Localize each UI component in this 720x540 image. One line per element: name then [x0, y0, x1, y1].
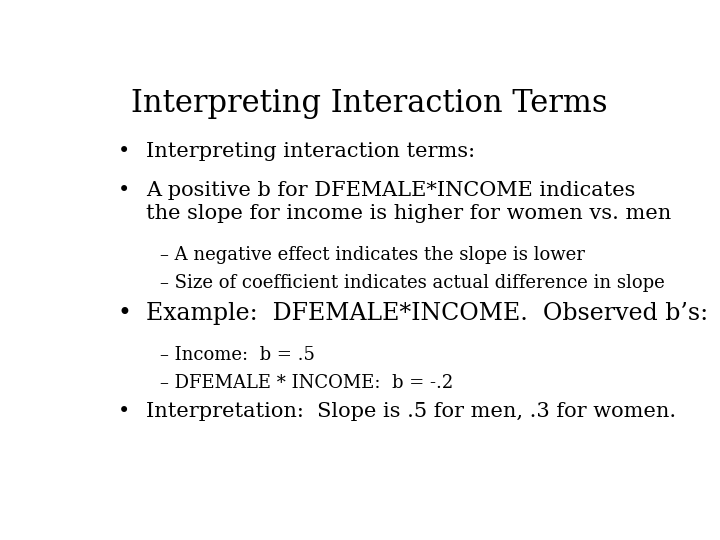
Text: •: •: [118, 181, 130, 200]
Text: – Size of coefficient indicates actual difference in slope: – Size of coefficient indicates actual d…: [160, 274, 665, 292]
Text: – A negative effect indicates the slope is lower: – A negative effect indicates the slope …: [160, 246, 585, 264]
Text: Interpreting interaction terms:: Interpreting interaction terms:: [145, 141, 475, 161]
Text: •: •: [118, 402, 130, 421]
Text: Example:  DFEMALE*INCOME.  Observed b’s:: Example: DFEMALE*INCOME. Observed b’s:: [145, 302, 708, 325]
Text: •: •: [118, 302, 132, 325]
Text: •: •: [118, 141, 130, 161]
Text: – Income:  b = .5: – Income: b = .5: [160, 346, 315, 364]
Text: – DFEMALE * INCOME:  b = -.2: – DFEMALE * INCOME: b = -.2: [160, 374, 453, 392]
Text: Interpretation:  Slope is .5 for men, .3 for women.: Interpretation: Slope is .5 for men, .3 …: [145, 402, 676, 421]
Text: A positive b for DFEMALE*INCOME indicates
the slope for income is higher for wom: A positive b for DFEMALE*INCOME indicate…: [145, 181, 671, 223]
Text: Interpreting Interaction Terms: Interpreting Interaction Terms: [131, 87, 607, 119]
